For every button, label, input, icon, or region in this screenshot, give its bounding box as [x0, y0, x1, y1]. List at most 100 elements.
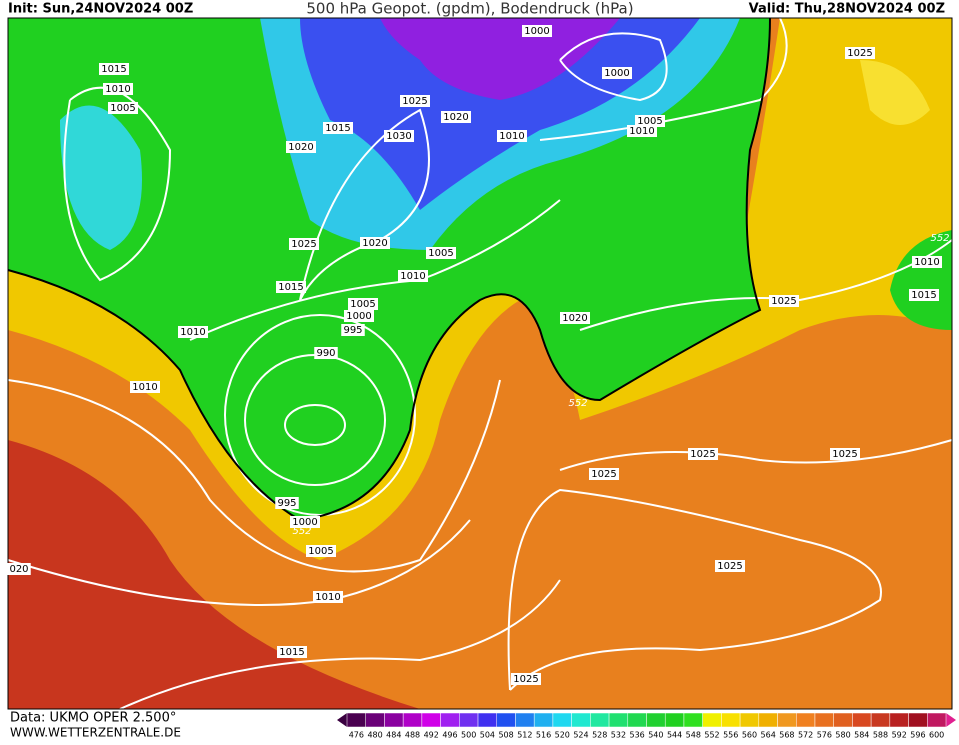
- colorbar-label: 528: [592, 731, 607, 740]
- isobar-label: 020: [9, 564, 28, 575]
- isobar-label-bg: [715, 560, 745, 572]
- colorbar-label: 580: [835, 731, 850, 740]
- colorbar-label: 600: [929, 731, 944, 740]
- isobar: [224, 314, 416, 516]
- colorbar-swatch: [627, 712, 647, 728]
- colorbar-arrow-right: [946, 713, 956, 727]
- colorbar-swatch: [459, 712, 479, 728]
- isobar-label-bg: [627, 125, 657, 137]
- isobar-label-bg: [323, 122, 353, 134]
- isobar-label: 1015: [278, 282, 303, 293]
- isobar-label-bg: [384, 130, 414, 142]
- isobar: [7, 519, 471, 606]
- isobar-label: 1015: [101, 64, 126, 75]
- field-cyan-west: [60, 105, 142, 250]
- colorbar-swatch: [608, 712, 629, 728]
- isobar-label-bg: [306, 545, 336, 557]
- isobar-label: 1005: [308, 546, 333, 557]
- isobar-label: 1015: [279, 647, 304, 658]
- isobar-label-bg: [522, 25, 552, 37]
- isobar-label-bg: [830, 448, 860, 460]
- isobar-label-bg: [277, 646, 307, 658]
- colorbar-swatch: [758, 712, 778, 728]
- isobar-label-bg: [290, 516, 320, 528]
- isobar-label: 1025: [513, 674, 538, 685]
- isobar-label: 1010: [180, 327, 205, 338]
- isobar-label-bg: [360, 237, 390, 249]
- map-frame: [7, 17, 953, 710]
- colorbar-swatch: [796, 712, 816, 728]
- isobar-label-bg: [7, 563, 31, 575]
- isobar-label: 1010: [105, 84, 130, 95]
- colorbar-swatch: [365, 712, 385, 728]
- colorbar-label: 496: [442, 731, 457, 740]
- colorbar-swatch: [664, 712, 685, 728]
- colorbar-swatch: [739, 712, 760, 728]
- isobar-label: 1025: [591, 469, 616, 480]
- isobar: [119, 579, 561, 710]
- isobar-label: 1010: [132, 382, 157, 393]
- isobar-label: 1015: [325, 123, 350, 134]
- isobar-label-bg: [602, 67, 632, 79]
- colorbar: 476 480 484 488 492 496 500 504 508 512 516 520 524 5…: [337, 712, 956, 740]
- colorbar-swatch: [927, 712, 947, 728]
- colorbar-swatch: [402, 712, 423, 728]
- isobar-label: 1020: [288, 142, 313, 153]
- colorbar-swatch: [870, 712, 891, 728]
- isobar-label-bg: [103, 83, 133, 95]
- colorbar-swatch: [533, 712, 554, 728]
- isobar-label-bg: [341, 324, 365, 336]
- colorbar-label: 532: [611, 731, 626, 740]
- isobar-label-bg: [275, 497, 299, 509]
- colorbar-swatch: [346, 712, 366, 728]
- contour-label: 552: [292, 526, 311, 537]
- colorbar-swatch: [889, 712, 909, 728]
- isobar: [559, 439, 953, 471]
- map-title: 500 hPa Geopot. (gpdm), Bodendruck (hPa): [306, 0, 633, 18]
- isobar-label: 1020: [562, 313, 587, 324]
- colorbar-label: 556: [723, 731, 738, 740]
- colorbar-swatch: [833, 712, 853, 728]
- colorbar-swatch: [590, 712, 610, 728]
- isobar-label: 1025: [832, 449, 857, 460]
- colorbar-label: 564: [761, 731, 776, 740]
- isobar-label-bg: [348, 298, 378, 310]
- isobar-label: 1020: [362, 238, 387, 249]
- colorbar-label: 500: [461, 731, 476, 740]
- isobar-label: 1025: [717, 561, 742, 572]
- colorbar-label: 492: [424, 731, 439, 740]
- labels: 1000100010051010101510101005102510201015…: [7, 25, 950, 685]
- isobar: [559, 32, 668, 102]
- field-yellow: [8, 18, 952, 560]
- colorbar-swatch: [571, 712, 591, 728]
- colorbar-swatch: [852, 712, 872, 728]
- colorbar-label: 512: [517, 731, 532, 740]
- isobar-label-bg: [99, 63, 129, 75]
- isobar-label: 1010: [914, 257, 939, 268]
- isobar: [299, 108, 430, 301]
- isobar-label-bg: [688, 448, 718, 460]
- isobar: [7, 379, 501, 573]
- isobar-label-bg: [178, 326, 208, 338]
- isobar-label: 1010: [499, 131, 524, 142]
- colorbar-swatch: [384, 712, 404, 728]
- isobar-label: 1025: [771, 296, 796, 307]
- colorbar-label: 480: [367, 731, 382, 740]
- isobar-label: 1025: [847, 48, 872, 59]
- field-blue: [300, 18, 700, 210]
- colorbar-label: 520: [555, 731, 570, 740]
- isobar-label: 995: [343, 325, 362, 336]
- isobar-label-bg: [845, 47, 875, 59]
- isobar-label: 1020: [443, 112, 468, 123]
- isobar-label: 1010: [629, 126, 654, 137]
- isobar-label: 1005: [110, 103, 135, 114]
- field-yellow-east: [860, 60, 930, 125]
- colorbar-label: 584: [854, 731, 869, 740]
- isobar-label-bg: [909, 289, 939, 301]
- colorbar-label: 548: [686, 731, 701, 740]
- isobar: [539, 17, 788, 141]
- isobar-label: 1010: [400, 271, 425, 282]
- isobar-label-bg: [912, 256, 942, 268]
- isobar-label: 1005: [637, 116, 662, 127]
